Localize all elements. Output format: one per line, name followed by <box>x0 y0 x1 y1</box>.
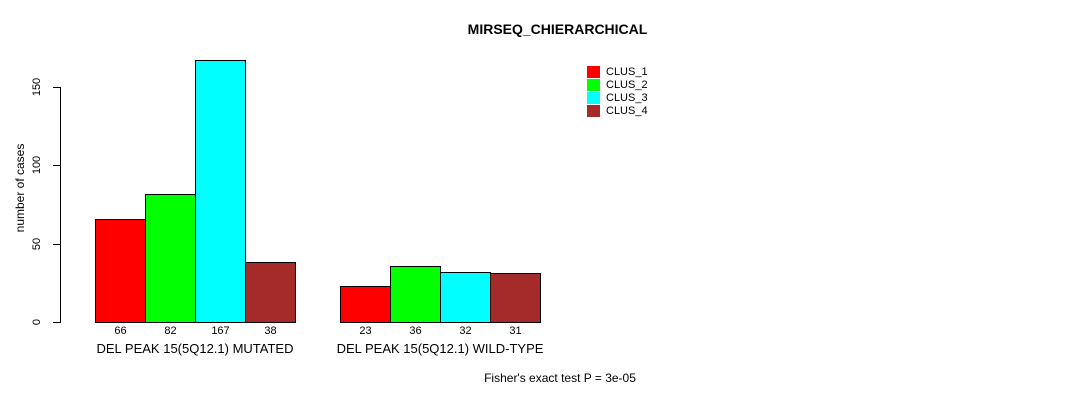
legend-row: CLUS_4 <box>587 104 648 117</box>
legend-swatch-clus_2 <box>587 78 600 91</box>
legend-row: CLUS_1 <box>587 65 648 78</box>
bar-clus_3-group1 <box>195 60 246 323</box>
y-axis-tick <box>53 244 60 245</box>
bar-clus_4-group1 <box>245 262 296 323</box>
y-axis-tick-label: 150 <box>31 77 43 97</box>
bar-value-label: 32 <box>459 325 472 337</box>
bar-value-label: 167 <box>211 325 230 337</box>
y-axis-tick <box>53 322 60 323</box>
legend-swatch-clus_4 <box>587 104 600 117</box>
bar-clus_4-group2 <box>490 273 541 323</box>
y-axis-line <box>60 87 61 323</box>
bar-clus_1-group2 <box>340 286 391 323</box>
bar-value-label: 23 <box>359 325 372 337</box>
y-axis-title: number of cases <box>13 143 27 233</box>
bar-value-label: 31 <box>509 325 522 337</box>
y-axis-tick-label: 50 <box>31 237 43 251</box>
bar-value-label: 66 <box>114 325 127 337</box>
x-axis-group-label: DEL PEAK 15(5Q12.1) WILD-TYPE <box>336 341 544 356</box>
x-axis-group-label: DEL PEAK 15(5Q12.1) MUTATED <box>96 341 294 356</box>
legend-swatch-clus_3 <box>587 91 600 104</box>
annotation-text: Fisher's exact test P = 3e-05 <box>484 371 636 385</box>
bar-clus_1-group1 <box>95 219 146 323</box>
legend-label: CLUS_2 <box>606 78 648 91</box>
y-axis-tick <box>53 165 60 166</box>
bar-clus_2-group2 <box>390 266 441 323</box>
legend-swatch-clus_1 <box>587 65 600 78</box>
bar-value-label: 82 <box>164 325 177 337</box>
legend: CLUS_1 CLUS_2 CLUS_3 CLUS_4 <box>587 65 648 117</box>
y-axis-tick-label: 100 <box>31 155 43 175</box>
bar-clus_2-group1 <box>145 194 196 323</box>
legend-row: CLUS_3 <box>587 91 648 104</box>
y-axis-tick-label: 0 <box>31 318 43 326</box>
legend-row: CLUS_2 <box>587 78 648 91</box>
legend-label: CLUS_3 <box>606 91 648 104</box>
legend-label: CLUS_1 <box>606 65 648 78</box>
legend-label: CLUS_4 <box>606 104 648 117</box>
bar-clus_3-group2 <box>440 272 491 323</box>
bar-value-label: 36 <box>409 325 422 337</box>
chart-title: MIRSEQ_CHIERARCHICAL <box>467 21 648 37</box>
y-axis-tick <box>53 87 60 88</box>
bar-value-label: 38 <box>264 325 277 337</box>
